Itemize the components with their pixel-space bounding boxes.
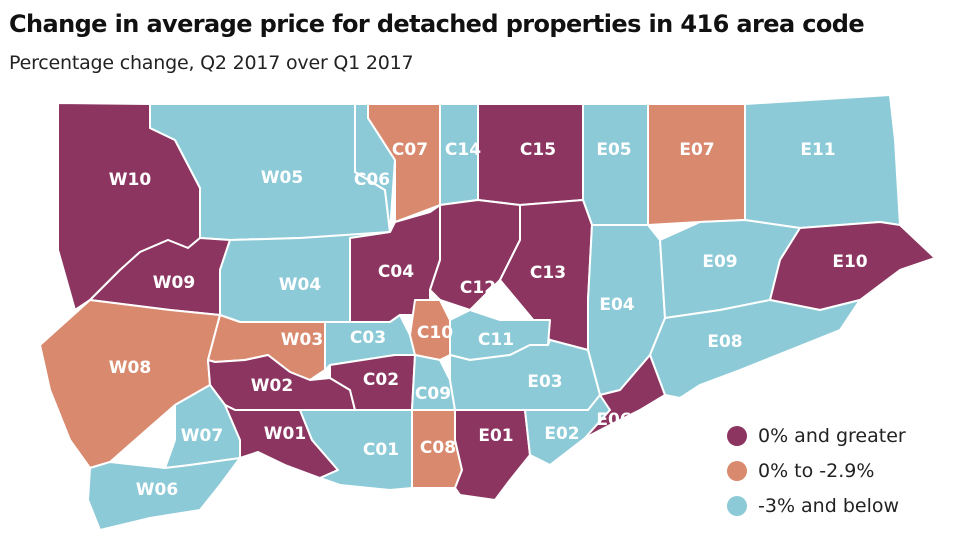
district-label-e05: E05 [596,140,631,160]
district-label-w01: W01 [264,424,306,444]
map-title: Change in average price for detached pro… [9,10,865,38]
district-c12 [429,199,521,311]
legend-item-small-drop: 0% to -2.9% [727,453,906,488]
district-label-w08: W08 [109,358,151,378]
district-label-c11: C11 [478,330,514,350]
district-e11 [744,94,901,229]
district-label-e11: E11 [800,140,835,160]
district-label-c10: C10 [417,323,453,343]
district-label-w09: W09 [153,273,195,293]
district-label-w04: W04 [279,275,322,295]
legend-swatch-gain [727,425,747,446]
district-e08 [649,299,861,399]
district-label-e09: E09 [702,252,737,272]
legend-item-gain: 0% and greater [727,418,906,453]
district-w06 [87,457,241,531]
district-label-c01: C01 [363,440,399,460]
district-label-c08: C08 [420,438,456,458]
district-label-e02: E02 [544,424,579,444]
legend-label-gain: 0% and greater [758,424,906,447]
legend-swatch-large-drop [727,495,747,516]
legend-item-large-drop: -3% and below [727,488,906,523]
district-e06 [584,354,666,439]
district-label-e10: E10 [832,252,867,272]
district-label-e07: E07 [679,140,714,160]
district-label-w06: W06 [136,480,178,500]
district-e05 [582,103,649,226]
map-subtitle: Percentage change, Q2 2017 over Q1 2017 [9,52,414,74]
district-e03 [449,339,601,411]
district-label-w05: W05 [261,168,303,188]
district-label-c06: C06 [354,170,390,190]
legend: 0% and greater 0% to -2.9% -3% and below [727,418,906,523]
district-label-c02: C02 [363,370,399,390]
district-label-w02: W02 [251,376,293,396]
district-label-e04: E04 [599,295,634,315]
district-e01 [454,409,531,501]
district-label-w07: W07 [181,426,223,446]
district-label-c15: C15 [520,140,556,160]
district-label-c13: C13 [530,263,566,283]
legend-swatch-small-drop [727,460,747,481]
district-label-c03: C03 [350,328,386,348]
district-label-c14: C14 [445,140,481,160]
district-label-e01: E01 [478,426,513,446]
district-label-w10: W10 [109,170,152,190]
legend-label-small-drop: 0% to -2.9% [758,459,875,482]
district-label-w03: W03 [281,330,323,350]
district-label-c09: C09 [415,384,451,404]
district-label-e08: E08 [707,332,742,352]
district-e07 [647,103,746,226]
legend-label-large-drop: -3% and below [758,494,900,517]
district-c01 [299,409,413,491]
district-label-c12: C12 [460,278,496,298]
district-e10 [769,221,936,311]
district-label-e06: E06 [596,410,631,430]
district-label-c04: C04 [378,262,414,282]
district-label-c07: C07 [392,140,428,160]
district-label-e03: E03 [527,372,562,392]
